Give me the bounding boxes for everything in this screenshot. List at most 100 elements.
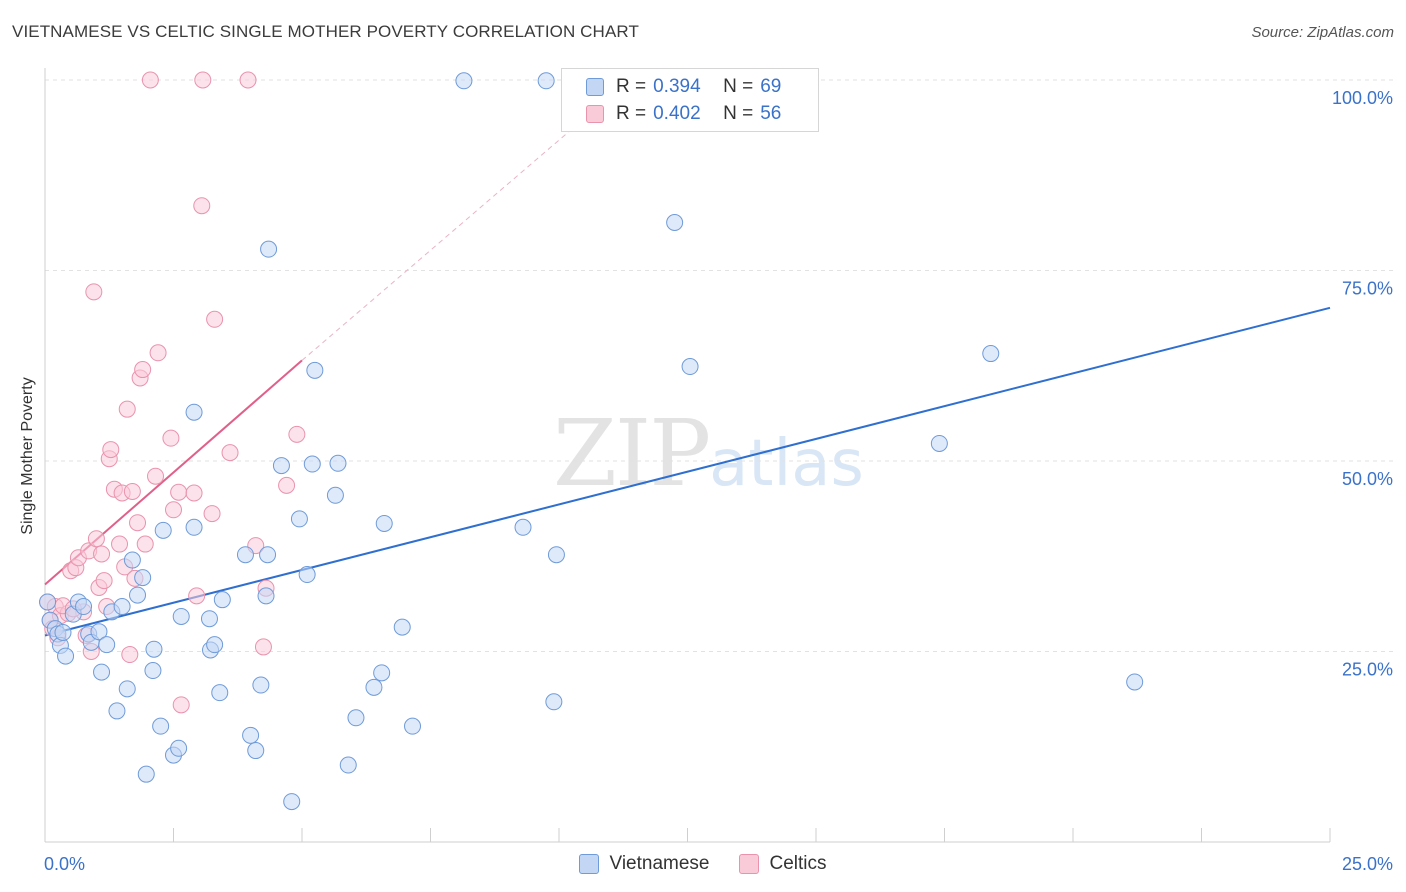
legend-label-celtics: Celtics (769, 853, 827, 874)
celtics-point (149, 344, 167, 362)
vietnamese-point (681, 358, 699, 376)
celtics-point (162, 429, 180, 447)
vietnamese-point (185, 518, 203, 536)
vietnamese-point (259, 546, 277, 564)
celtics-point (206, 310, 224, 328)
vietnamese-trendline (44, 306, 1331, 637)
series-legend: Vietnamese Celtics (0, 852, 1406, 876)
vietnamese-point (283, 793, 301, 811)
chart-title: VIETNAMESE VS CELTIC SINGLE MOTHER POVER… (12, 22, 639, 41)
vietnamese-point (393, 618, 411, 636)
vietnamese-point (75, 598, 93, 616)
vietnamese-legend-swatch (579, 854, 600, 874)
vietnamese-point (339, 756, 357, 774)
vietnamese-point (306, 361, 324, 379)
r-value: 0.402 (653, 103, 701, 124)
vietnamese-point (98, 636, 116, 654)
vietnamese-point (247, 742, 265, 760)
celtics-point (87, 530, 105, 548)
vietnamese-point (154, 521, 172, 539)
celtics-point (85, 283, 103, 301)
celtics-point (194, 71, 212, 89)
y-tick-label: 100.0% (1332, 88, 1393, 108)
celtics-point (188, 587, 206, 605)
tick-labels: 25.0% 50.0% 75.0% 100.0% 0.0% 25.0% (44, 88, 1393, 874)
vietnamese-point (206, 636, 224, 654)
celtics-point (203, 505, 221, 523)
vietnamese-point (303, 455, 321, 473)
stats-legend: R = 0.394 N = 69 R = 0.402 N = 56 (561, 68, 819, 132)
n-value: 69 (760, 76, 782, 97)
vietnamese-point (123, 551, 141, 569)
vietnamese-point (404, 717, 422, 735)
vietnamese-point (185, 403, 203, 421)
celtics-point (170, 483, 188, 501)
vietnamese-point (290, 510, 308, 528)
vietnamese-point (930, 434, 948, 452)
vietnamese-point (375, 514, 393, 532)
n-label: N = (723, 76, 754, 97)
vietnamese-point (547, 546, 565, 564)
celtics-point (93, 545, 111, 563)
legend-item-celtics[interactable]: Celtics (739, 853, 827, 875)
vietnamese-point (514, 518, 532, 536)
grid-layer (45, 79, 1395, 652)
celtics-point (121, 646, 139, 664)
n-label: N = (723, 103, 754, 124)
vietnamese-point (365, 678, 383, 696)
vietnamese-point (347, 709, 365, 727)
y-tick-label: 75.0% (1342, 279, 1393, 299)
vietnamese-point (260, 240, 278, 258)
celtics-point (172, 696, 190, 714)
y-tick-label: 50.0% (1342, 469, 1393, 489)
celtics-point (221, 444, 239, 462)
celtics-point (102, 441, 120, 459)
celtics-point (123, 482, 141, 500)
vietnamese-point (666, 213, 684, 231)
r-label: R = (616, 76, 647, 97)
vietnamese-point (57, 647, 75, 665)
celtics-swatch (586, 105, 604, 123)
vietnamese-point (172, 607, 190, 625)
vietnamese-point (113, 598, 131, 616)
vietnamese-point (108, 702, 126, 720)
vietnamese-point (537, 72, 555, 90)
celtics-point (239, 71, 257, 89)
n-value: 56 (760, 103, 782, 124)
vietnamese-point (54, 623, 72, 641)
vietnamese-point (144, 662, 162, 680)
y-tick-label: 25.0% (1342, 660, 1393, 680)
celtics-point (95, 572, 113, 590)
axis-layer (44, 68, 1331, 843)
vietnamese-point (137, 765, 155, 783)
celtics-point (288, 425, 306, 443)
celtics-point (185, 484, 203, 502)
vietnamese-point (455, 72, 473, 90)
celtics-point (136, 535, 154, 553)
vietnamese-point (213, 591, 231, 609)
vietnamese-point (298, 566, 316, 584)
vietnamese-point (326, 486, 344, 504)
celtics-point (141, 71, 159, 89)
vietnamese-point (1126, 673, 1144, 691)
celtics-point (129, 514, 147, 532)
vietnamese-point (252, 676, 270, 694)
celtics-point (147, 467, 165, 485)
vietnamese-swatch (586, 78, 604, 96)
celtics-point (254, 638, 272, 656)
vietnamese-point (236, 546, 254, 564)
chart-source: Source: ZipAtlas.com (1251, 24, 1394, 41)
vietnamese-point (982, 345, 1000, 363)
legend-label-vietnamese: Vietnamese (609, 853, 710, 874)
stats-row-vietnamese: R = 0.394 N = 69 (586, 74, 781, 100)
celtics-point (278, 476, 296, 494)
vietnamese-point (170, 739, 188, 757)
celtics-point (118, 400, 136, 418)
celtics-legend-swatch (739, 854, 760, 874)
x-tick-label: 0.0% (44, 854, 85, 874)
legend-item-vietnamese[interactable]: Vietnamese (579, 853, 709, 875)
vietnamese-point (200, 610, 218, 628)
celtics-point (193, 197, 211, 215)
vietnamese-point (39, 593, 57, 611)
